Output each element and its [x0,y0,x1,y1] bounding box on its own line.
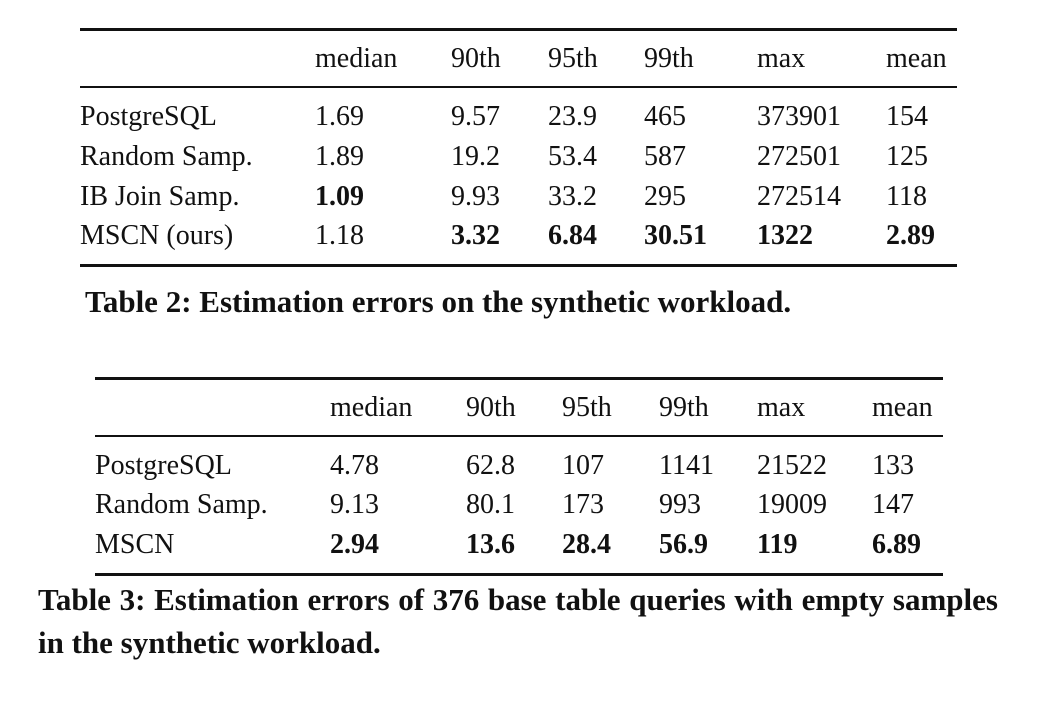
table-cell: 9.57 [451,101,500,132]
column-header: 90th [466,392,516,423]
table-cell: 1.18 [315,220,364,251]
column-header: median [315,43,398,74]
table-cell: 993 [659,489,701,520]
row-label: PostgreSQL [80,101,217,132]
table-cell: 30.51 [644,220,707,251]
table-cell: 33.2 [548,181,597,212]
row-label: Random Samp. [80,141,253,172]
table-cell: 1141 [659,450,714,481]
table-2-caption: Table 2: Estimation errors on the synthe… [85,284,792,319]
table-cell: 9.93 [451,181,500,212]
table-cell: 28.4 [562,529,611,560]
table-cell: 272514 [757,181,841,212]
table-cell: 295 [644,181,686,212]
table-cell: 19.2 [451,141,500,172]
column-header: mean [872,392,933,423]
column-header: 95th [562,392,612,423]
table-cell: 21522 [757,450,827,481]
table-cell: 23.9 [548,101,597,132]
column-header: 90th [451,43,501,74]
table-cell: 80.1 [466,489,515,520]
column-header: 99th [659,392,709,423]
table-cell: 53.4 [548,141,597,172]
table-cell: 62.8 [466,450,515,481]
table-cell: 272501 [757,141,841,172]
row-label: IB Join Samp. [80,181,240,212]
table-top-rule [95,377,943,380]
table-cell: 1.69 [315,101,364,132]
table-cell: 154 [886,101,928,132]
table-cell: 9.13 [330,489,379,520]
table-cell: 147 [872,489,914,520]
row-label: Random Samp. [95,489,268,520]
row-label: PostgreSQL [95,450,232,481]
table-cell: 13.6 [466,529,515,560]
table-cell: 3.32 [451,220,500,251]
table-header-rule [95,435,943,437]
table-cell: 56.9 [659,529,708,560]
table-cell: 119 [757,529,798,560]
table-cell: 118 [886,181,927,212]
table-cell: 107 [562,450,604,481]
column-header: max [757,392,806,423]
table-bottom-rule [80,264,957,267]
table-cell: 6.89 [872,529,921,560]
table-cell: 465 [644,101,686,132]
row-label: MSCN (ours) [80,220,234,251]
column-header: 99th [644,43,694,74]
column-header: median [330,392,413,423]
table-cell: 173 [562,489,604,520]
table-cell: 373901 [757,101,841,132]
table-top-rule [80,28,957,31]
row-label: MSCN [95,529,175,560]
table-cell: 2.94 [330,529,379,560]
table-cell: 125 [886,141,928,172]
table-bottom-rule [95,573,943,576]
table-cell: 1.89 [315,141,364,172]
table-cell: 6.84 [548,220,597,251]
table-header-rule [80,86,957,88]
table-cell: 133 [872,450,914,481]
table-cell: 2.89 [886,220,935,251]
column-header: 95th [548,43,598,74]
table-cell: 19009 [757,489,827,520]
table-cell: 1322 [757,220,813,251]
table-cell: 587 [644,141,686,172]
table-cell: 1.09 [315,181,364,212]
column-header: max [757,43,806,74]
table-cell: 4.78 [330,450,379,481]
column-header: mean [886,43,947,74]
table-3-caption: Table 3: Estimation errors of 376 base t… [38,582,998,660]
